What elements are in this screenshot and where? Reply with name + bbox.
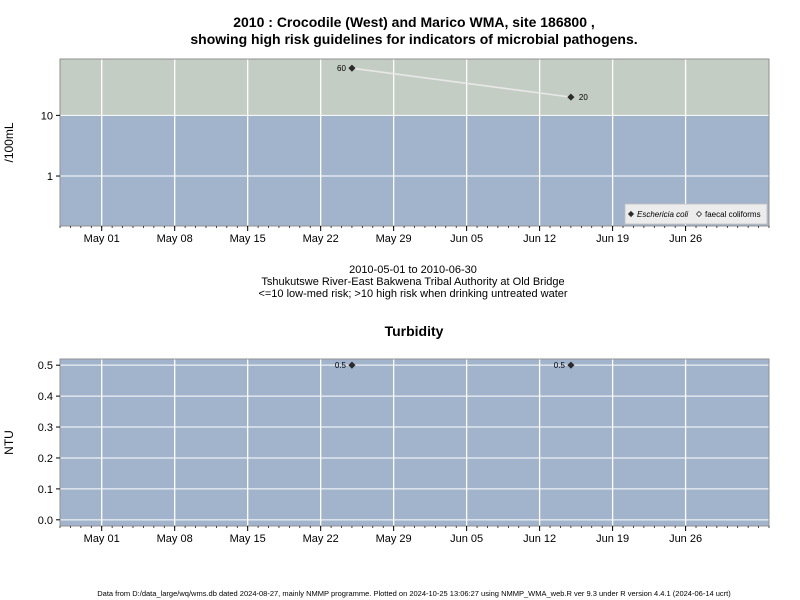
chart1-caption-guideline: <=10 low-med risk; >10 high risk when dr… xyxy=(258,288,567,300)
data-point xyxy=(567,93,575,101)
y-axis-label: NTU xyxy=(2,430,16,455)
chart1-title-line2: showing high risk guidelines for indicat… xyxy=(190,31,637,47)
x-tick-label: Jun 05 xyxy=(450,233,483,245)
data-point xyxy=(567,361,575,369)
turbidity-chart: May 01 May 08 May 15 May 22 May 29 Jun 05 Jun … xyxy=(2,358,770,545)
y-tick-label: 1 xyxy=(47,171,53,183)
x-tick-label: Jun 26 xyxy=(669,233,702,245)
x-tick-label: May 29 xyxy=(376,533,412,545)
x-tick-label: May 15 xyxy=(230,533,266,545)
series-line xyxy=(351,67,572,98)
x-tick-label: May 15 xyxy=(230,233,266,245)
x-tick-label: Jun 26 xyxy=(669,533,702,545)
legend: Eschericia coli faecal coliforms xyxy=(624,203,768,225)
x-tick-label: May 08 xyxy=(157,233,193,245)
y-tick-label: 10 xyxy=(41,110,53,122)
chart1-caption-date-range: 2010-05-01 to 2010-06-30 xyxy=(349,264,477,276)
x-tick-label: Jun 12 xyxy=(523,233,556,245)
x-tick-label: Jun 19 xyxy=(596,533,629,545)
x-tick-label: Jun 19 xyxy=(596,233,629,245)
y-tick-label: 0.5 xyxy=(38,360,53,372)
y-tick-label: 0.0 xyxy=(38,515,53,527)
data-label: 0.5 xyxy=(335,361,347,370)
chart1-title-line1: 2010 : Crocodile (West) and Marico WMA, … xyxy=(233,14,595,30)
chart1-caption-site: Tshukutswe River-East Bakwena Tribal Aut… xyxy=(261,276,564,288)
high-risk-band xyxy=(60,59,769,116)
x-tick-label: Jun 12 xyxy=(523,533,556,545)
data-point xyxy=(348,64,356,72)
legend-marker xyxy=(695,210,703,218)
y-tick-label: 0.2 xyxy=(38,453,53,465)
x-tick-label: May 08 xyxy=(157,533,193,545)
data-label: 20 xyxy=(579,93,588,102)
x-tick-label: May 01 xyxy=(84,233,120,245)
x-tick-label: May 22 xyxy=(303,533,339,545)
plot-background xyxy=(60,359,769,526)
legend-label: faecal coliforms xyxy=(705,210,761,219)
y-tick-label: 0.1 xyxy=(38,484,53,496)
chart2-title: Turbidity xyxy=(385,323,444,339)
x-tick-label: May 01 xyxy=(84,533,120,545)
x-tick-label: May 22 xyxy=(303,233,339,245)
x-tick-label: Jun 05 xyxy=(450,533,483,545)
data-point xyxy=(348,361,356,369)
data-label: 60 xyxy=(337,64,346,73)
data-label: 0.5 xyxy=(554,361,566,370)
ecoli-chart: May 01 May 08 May 15 May 22 May 29 Jun 05 Jun … xyxy=(2,58,770,245)
x-tick-label: May 29 xyxy=(376,233,412,245)
legend-marker xyxy=(627,210,635,218)
y-axis-label: /100mL xyxy=(2,122,16,162)
y-tick-label: 0.3 xyxy=(38,422,53,434)
legend-label: Eschericia coli xyxy=(637,210,688,219)
y-tick-label: 0.4 xyxy=(38,391,53,403)
footer-note: Data from D:/data_large/wq/wms.db dated … xyxy=(97,589,731,598)
